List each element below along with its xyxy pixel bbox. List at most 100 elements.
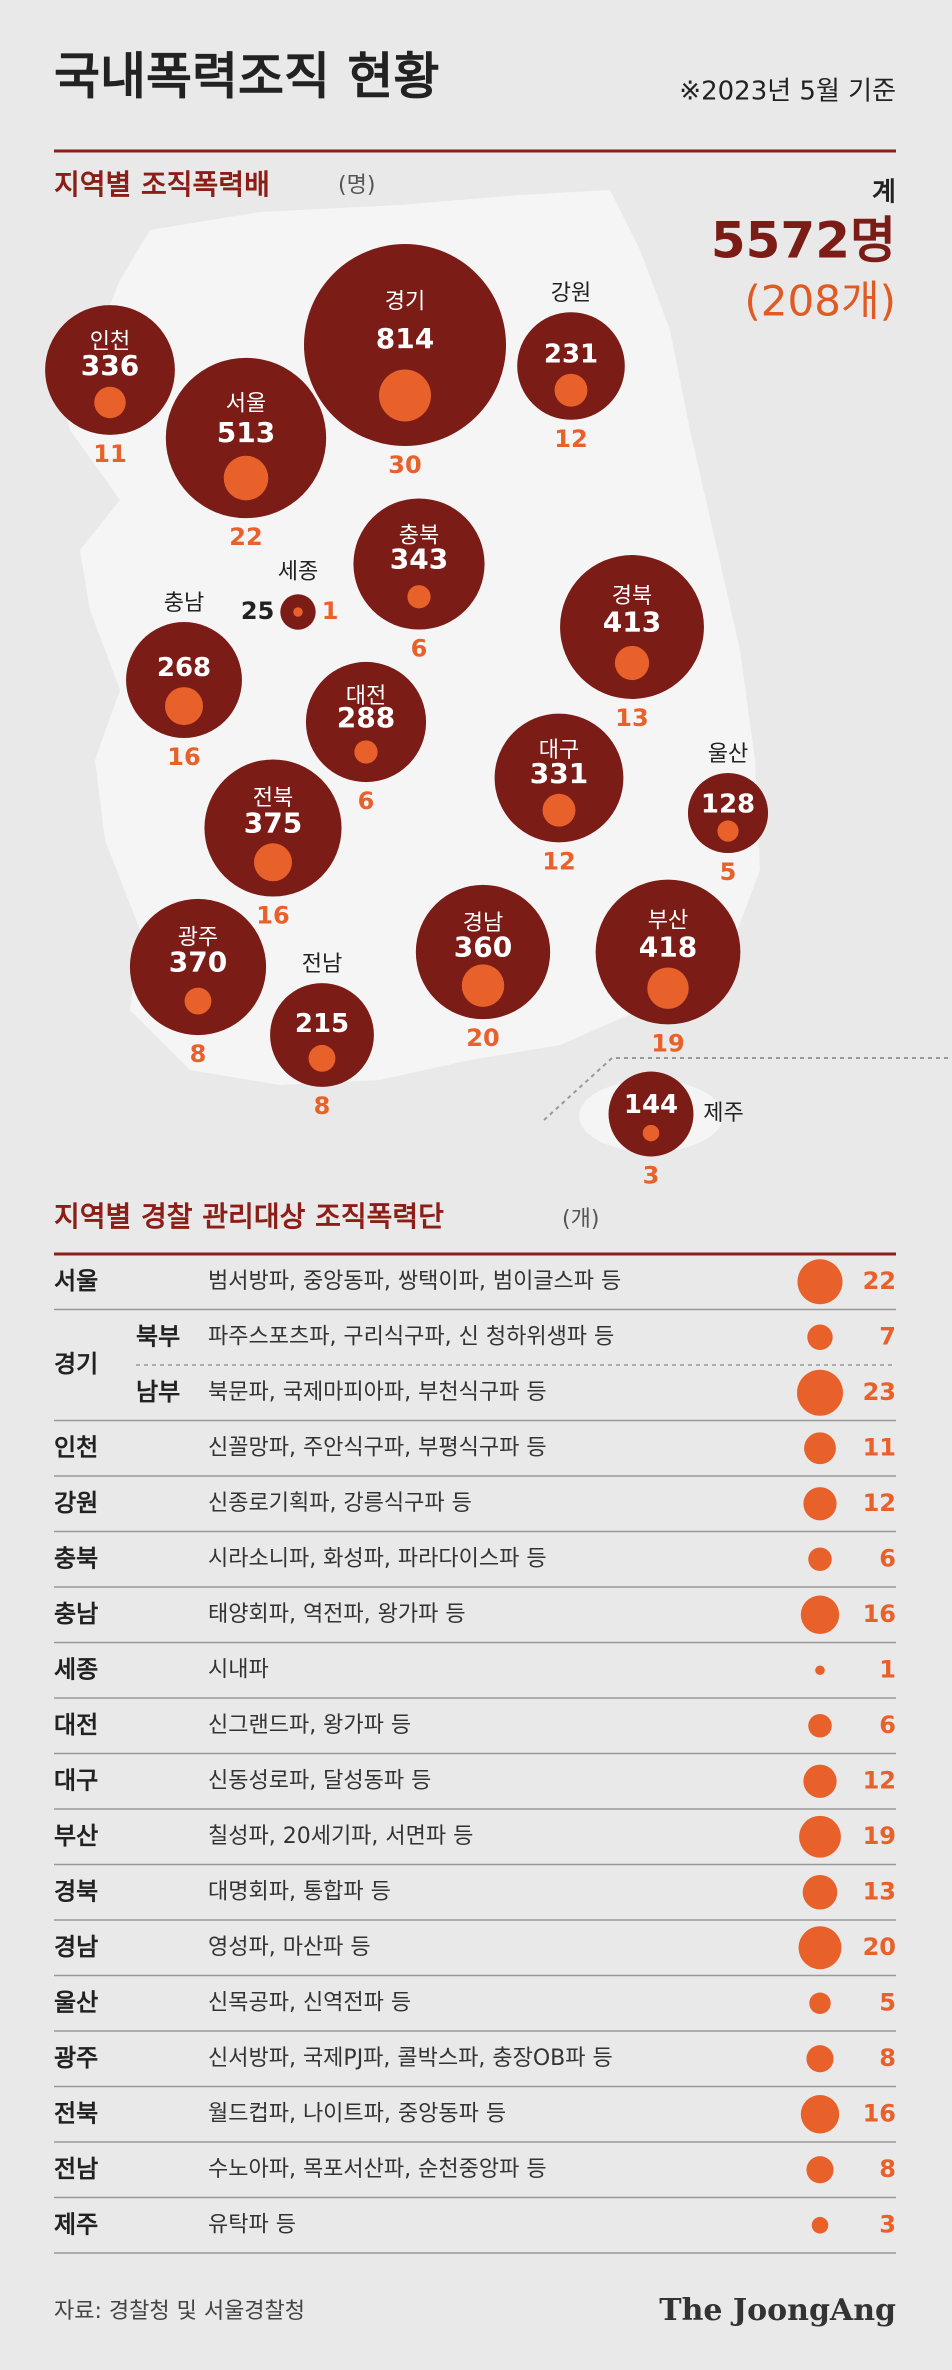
region-name: 경남 <box>463 911 503 936</box>
count-dot <box>809 1992 831 2014</box>
group-names: 신서방파, 국제PJ파, 콜박스파, 충장OB파 등 <box>208 2046 613 2071</box>
member-bubble <box>687 772 769 854</box>
org-value: 3 <box>643 1161 660 1189</box>
count-value: 12 <box>863 1489 896 1517</box>
member-bubble <box>494 713 624 843</box>
source: 자료: 경찰청 및 서울경찰청 <box>54 2299 305 2324</box>
member-value: 370 <box>169 946 227 979</box>
count-value: 3 <box>879 2210 896 2238</box>
count-value: 11 <box>863 1433 896 1461</box>
region-name: 인천 <box>54 1433 98 1461</box>
org-bubble <box>542 793 576 827</box>
member-bubble <box>560 555 704 699</box>
group-names: 영성파, 마산파 등 <box>208 1935 371 1960</box>
subregion-name: 남부 <box>136 1378 180 1406</box>
region-name: 대전 <box>346 684 386 709</box>
group-names: 신동성로파, 달성동파 등 <box>208 1768 431 1793</box>
count-value: 19 <box>863 1822 896 1850</box>
group-names: 대명회파, 통합파 등 <box>208 1879 391 1904</box>
region-name: 충남 <box>164 591 204 616</box>
region-name: 제주 <box>703 1101 743 1126</box>
org-bubble <box>94 386 126 419</box>
region-name: 충남 <box>54 1600 98 1628</box>
region-name: 전북 <box>253 786 293 811</box>
member-value: 413 <box>603 605 661 638</box>
member-value: 288 <box>337 701 395 734</box>
member-value: 336 <box>81 349 139 382</box>
member-bubble <box>415 884 551 1020</box>
group-names: 유탁파 등 <box>208 2212 296 2237</box>
count-dot <box>811 2216 829 2234</box>
org-bubble <box>642 1124 660 1142</box>
org-bubble <box>461 964 505 1007</box>
member-value: 418 <box>639 930 697 963</box>
group-names: 태양회파, 역전파, 왕가파 등 <box>208 1602 466 1627</box>
group-names: 칠성파, 20세기파, 서면파 등 <box>208 1824 473 1849</box>
org-bubble <box>554 373 588 407</box>
region-name: 부산 <box>54 1822 98 1850</box>
region-name: 제주 <box>54 2210 98 2238</box>
org-value: 8 <box>314 1092 331 1120</box>
member-value: 343 <box>390 543 448 576</box>
table-title: 지역별 경찰 관리대상 조직폭력단 <box>54 1200 444 1233</box>
region-name: 충북 <box>54 1544 98 1572</box>
org-value: 12 <box>554 425 587 453</box>
org-value: 5 <box>720 858 737 886</box>
member-bubble <box>304 244 506 446</box>
org-value: 20 <box>466 1024 499 1052</box>
org-bubble <box>407 585 431 609</box>
org-bubble <box>293 607 303 617</box>
count-dot <box>799 1815 841 1858</box>
org-bubble <box>717 820 739 842</box>
member-value: 814 <box>376 322 434 355</box>
region-name: 경기 <box>385 290 425 315</box>
region-name: 울산 <box>54 1988 98 2016</box>
org-bubble <box>378 369 432 422</box>
map-unit: (명) <box>338 173 375 198</box>
count-dot <box>804 1432 836 1465</box>
org-value: 16 <box>167 743 200 771</box>
member-bubble <box>305 661 427 783</box>
org-bubble <box>614 645 650 681</box>
count-dot <box>796 1369 844 1416</box>
region-name: 광주 <box>178 925 218 950</box>
count-value: 20 <box>863 1933 896 1961</box>
region-name: 부산 <box>648 909 688 934</box>
region-name: 강원 <box>551 281 591 306</box>
org-bubble <box>647 967 689 1009</box>
region-name: 경남 <box>54 1933 98 1961</box>
region-name: 광주 <box>54 2044 98 2072</box>
count-value: 1 <box>879 1655 896 1683</box>
member-value: 331 <box>530 757 588 790</box>
member-bubble <box>517 312 625 420</box>
member-bubble <box>608 1071 694 1157</box>
count-dot <box>800 1595 840 1634</box>
region-name: 대전 <box>54 1711 98 1739</box>
count-dot <box>808 1713 832 1738</box>
org-value: 8 <box>190 1040 207 1068</box>
member-value: 513 <box>217 416 275 449</box>
org-value: 6 <box>358 787 375 815</box>
org-value: 13 <box>615 704 648 732</box>
member-bubble <box>595 879 741 1025</box>
member-value: 375 <box>244 807 302 840</box>
member-bubble <box>204 759 342 897</box>
member-bubble <box>45 305 175 435</box>
group-names: 파주스포츠파, 구리식구파, 신 청하위생파 등 <box>208 1324 614 1349</box>
member-bubble <box>165 357 327 519</box>
table-unit: (개) <box>562 1207 599 1232</box>
org-value: 6 <box>411 635 428 663</box>
region-name: 서울 <box>54 1267 98 1295</box>
region-name: 전북 <box>54 2099 98 2127</box>
region-name: 서울 <box>226 391 266 416</box>
count-value: 23 <box>863 1378 896 1406</box>
count-dot <box>797 1259 843 1305</box>
org-value: 19 <box>651 1029 684 1057</box>
group-names: 범서방파, 중앙동파, 쌍택이파, 범이글스파 등 <box>208 1269 621 1294</box>
total: 5572명 <box>711 212 896 270</box>
region-name: 울산 <box>708 742 748 767</box>
group-names: 시내파 <box>208 1657 269 1682</box>
count-dot <box>808 1547 832 1572</box>
region-name: 전남 <box>302 952 342 977</box>
